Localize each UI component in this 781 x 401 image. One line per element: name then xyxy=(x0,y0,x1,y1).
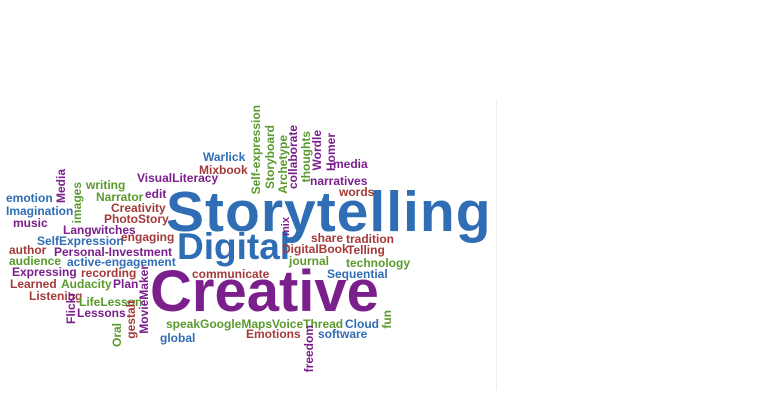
word-audacity: Audacity xyxy=(61,277,112,291)
word-googlemaps: GoogleMaps xyxy=(200,317,273,331)
word-software: software xyxy=(318,327,368,341)
word-lifelesson: LifeLesson xyxy=(79,295,143,309)
word-emotion: emotion xyxy=(6,191,53,205)
word-voicethread: VoiceThread xyxy=(272,317,344,331)
word-music: music xyxy=(13,216,48,230)
word-creative: Creative xyxy=(150,259,379,324)
word-photostory: PhotoStory xyxy=(104,212,169,226)
word-journal: journal xyxy=(289,254,330,268)
word-cloud: Storytelling Digital Creative Warlick Mi… xyxy=(0,100,497,390)
word-digitalbook: DigitalBook xyxy=(282,242,349,256)
word-narrator: Narrator xyxy=(96,190,144,204)
word-self-expression-vertical: Self-expression xyxy=(249,105,263,195)
word-engaging: engaging xyxy=(121,230,175,244)
word-share: share xyxy=(311,231,344,245)
word-plan: Plan xyxy=(113,277,139,291)
word-gestalt-vertical: gestalt xyxy=(124,300,138,339)
word-mixbook: Mixbook xyxy=(199,163,248,177)
word-mix-vertical: mix xyxy=(280,217,292,236)
word-words: words xyxy=(339,185,375,199)
word-edit: edit xyxy=(145,187,167,201)
word-oral-vertical: Oral xyxy=(110,323,124,348)
word-recording: recording xyxy=(81,266,137,280)
word-selfexpression: SelfExpression xyxy=(37,234,124,248)
word-lessons: Lessons xyxy=(77,306,126,320)
word-warlick: Warlick xyxy=(203,150,246,164)
word-global: global xyxy=(160,331,196,345)
word-listening: Listening xyxy=(29,289,83,303)
word-narratives: narratives xyxy=(310,174,368,188)
word-tradition: tradition xyxy=(346,232,394,246)
word-author: author xyxy=(9,243,47,257)
word-collaborate-vertical: collaborate xyxy=(286,125,300,190)
divider-right xyxy=(496,100,497,390)
word-storyboard-vertical: Storyboard xyxy=(263,125,277,190)
word-writing: writing xyxy=(86,178,126,192)
word-freedom-vertical: freedom xyxy=(302,325,316,373)
word-personal-investment: Personal-Investment xyxy=(54,245,173,259)
word-active-engagement: active-engagement xyxy=(67,255,176,269)
word-flickr-vertical: Flickr xyxy=(64,292,78,325)
word-cloud: Cloud xyxy=(345,317,379,331)
word-fun-vertical: fun xyxy=(380,310,394,329)
word-communicate: communicate xyxy=(192,267,270,281)
word-learned: Learned xyxy=(10,277,57,291)
word-storytelling: Storytelling xyxy=(166,180,492,244)
word-media: media xyxy=(333,157,368,171)
word-technology: technology xyxy=(346,256,411,270)
word-images-vertical: images xyxy=(70,182,84,224)
word-imagination: Imagination xyxy=(6,204,74,218)
word-audience: audience xyxy=(9,254,62,268)
word-langwitches: Langwitches xyxy=(63,223,136,237)
word-visualliteracy: VisualLiteracy xyxy=(137,171,219,185)
word-emotions: Emotions xyxy=(246,327,301,341)
word-wordle-vertical: Wordle xyxy=(310,130,324,171)
word-creativity: Creativity xyxy=(111,201,166,215)
word-sequential: Sequential xyxy=(327,267,388,281)
word-telling: Telling xyxy=(347,243,385,257)
word-expressing: Expressing xyxy=(12,265,77,279)
word-digital: Digital xyxy=(177,226,291,267)
word-media-vertical: Media xyxy=(54,169,68,204)
word-speak: speak xyxy=(166,317,201,331)
word-moviemaker-vertical: MovieMaker xyxy=(137,265,151,334)
